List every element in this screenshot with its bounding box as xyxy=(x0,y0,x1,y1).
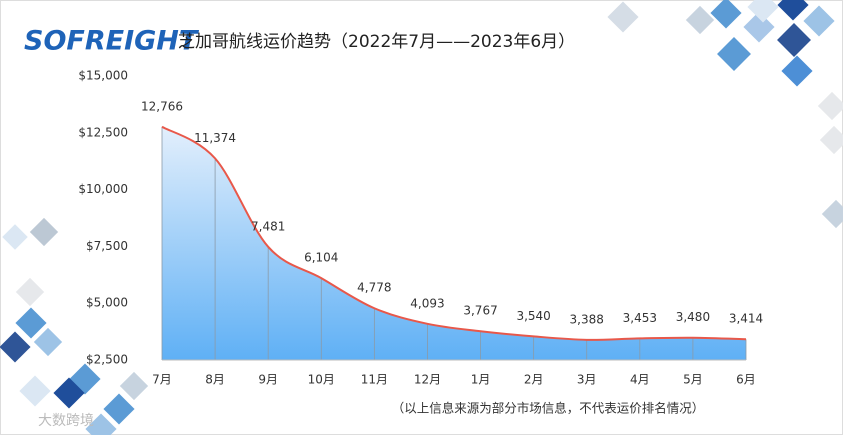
logo: SOFREIGHT xyxy=(24,26,200,57)
y-tick-label: $15,000 xyxy=(78,69,128,83)
x-tick-label: 1月 xyxy=(471,373,491,387)
x-tick-label: 9月 xyxy=(258,373,278,387)
value-label: 3,388 xyxy=(570,312,604,326)
x-tick-label: 4月 xyxy=(630,373,650,387)
x-tick-label: 10月 xyxy=(308,373,335,387)
line xyxy=(161,125,747,341)
y-tick-label: $7,500 xyxy=(86,239,128,253)
value-label: 7,481 xyxy=(251,219,285,233)
value-label: 3,414 xyxy=(729,312,763,326)
chart-title: 芝加哥航线运价趋势（2022年7月——2023年6月） xyxy=(178,32,575,52)
watermark: 大数跨境 xyxy=(38,413,94,429)
x-tick-label: 3月 xyxy=(577,373,597,387)
y-tick-label: $2,500 xyxy=(86,353,128,367)
value-label: 4,778 xyxy=(357,281,391,295)
x-tick-label: 6月 xyxy=(736,373,756,387)
value-label: 4,093 xyxy=(410,296,444,310)
value-label: 11,374 xyxy=(194,131,236,145)
x-tick-label: 12月 xyxy=(414,373,441,387)
value-label: 3,767 xyxy=(463,304,497,318)
x-tick-label: 11月 xyxy=(361,373,388,387)
x-tick-label: 2月 xyxy=(524,373,544,387)
value-label: 6,104 xyxy=(304,251,338,265)
x-tick-label: 8月 xyxy=(205,373,225,387)
y-tick-label: $5,000 xyxy=(86,296,128,310)
y-tick-label: $12,500 xyxy=(78,125,128,139)
note: （以上信息来源为部分市场信息，不代表运价排名情况） xyxy=(392,401,705,416)
value-label: 12,766 xyxy=(141,99,183,113)
x-tick-label: 5月 xyxy=(683,373,703,387)
x-tick-label: 7月 xyxy=(152,373,172,387)
y-tick-label: $10,000 xyxy=(78,182,128,196)
value-label: 3,540 xyxy=(516,309,550,323)
area xyxy=(162,126,746,361)
value-label: 3,453 xyxy=(623,311,657,325)
value-label: 3,480 xyxy=(676,310,710,324)
